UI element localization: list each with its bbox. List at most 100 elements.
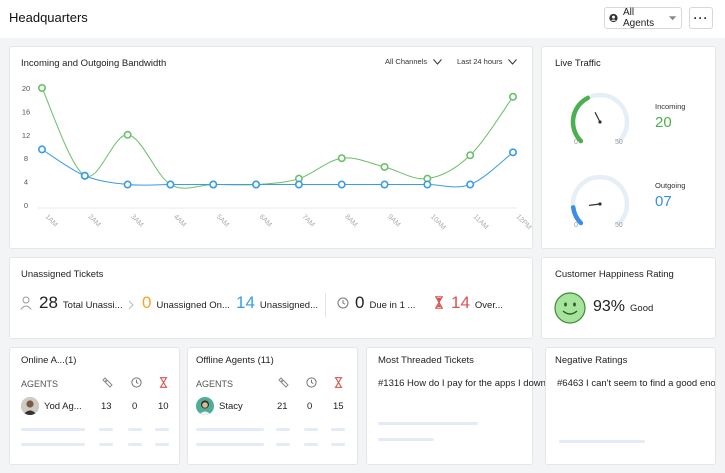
live-traffic-title: Live Traffic: [555, 58, 601, 69]
gauge-hub: [598, 120, 602, 124]
y-tick-label: 0: [24, 201, 28, 210]
channels-filter-label: All Channels: [385, 57, 428, 66]
bandwidth-chart: 0 4 8 12 16 20 1AM 2AM 3AM 4AM 5AM 6AM 7AM 8AM 9AM 10AM…: [22, 84, 532, 231]
negative-title: Negative Ratings: [555, 355, 628, 366]
data-point[interactable]: [209, 180, 218, 189]
chevron-right-icon: [128, 300, 134, 310]
agent-avatar[interactable]: [21, 397, 39, 415]
gauge-needle: [589, 203, 601, 206]
x-tick-label: 11AM: [472, 213, 490, 231]
clock-icon: [131, 377, 142, 388]
x-tick-label: 6AM: [258, 213, 273, 228]
online-agent-name[interactable]: Yod Ag...: [44, 401, 82, 412]
outgoing-value: 07: [655, 193, 672, 210]
data-point[interactable]: [466, 180, 475, 189]
outgoing-gauge: [570, 174, 630, 226]
unassigned-open-value: 0: [142, 293, 152, 312]
outgoing-gauge-max: 50: [615, 222, 623, 229]
total-unassigned-metric[interactable]: 28 Total Unassi...: [39, 293, 123, 313]
data-point[interactable]: [337, 154, 346, 163]
top-bar: Headquarters All Agents ···: [0, 0, 725, 38]
data-point[interactable]: [37, 84, 46, 93]
hourglass-icon: [334, 377, 343, 388]
offline-agent-tickets: 21: [277, 401, 288, 412]
offline-agents-card: Offline Agents (11) AGENTS Stacy 21 0 15: [187, 347, 358, 465]
range-filter-dropdown[interactable]: Last 24 hours: [457, 57, 518, 66]
avatar-photo: [21, 397, 39, 415]
gauge-needle: [594, 111, 601, 123]
chevron-down-icon: [508, 58, 518, 65]
data-point[interactable]: [466, 151, 475, 160]
agent-filter-dropdown[interactable]: All Agents: [604, 7, 682, 29]
negative-rating-item[interactable]: #6463 I can't seem to find a good enough: [557, 378, 716, 389]
data-point[interactable]: [380, 162, 389, 171]
skeleton-line: [155, 428, 169, 431]
data-point[interactable]: [123, 180, 132, 189]
x-tick-label: 12PM: [515, 213, 532, 231]
online-agents-card: Online A...(1) AGENTS Yod Ag... 13 0 10: [9, 347, 180, 465]
y-tick-label: 16: [22, 107, 30, 116]
y-tick-label: 20: [22, 84, 30, 93]
data-point[interactable]: [252, 180, 261, 189]
incoming-label: Incoming: [655, 102, 686, 111]
range-filter-label: Last 24 hours: [457, 57, 503, 66]
data-point[interactable]: [337, 180, 346, 189]
user-icon: [609, 13, 618, 23]
due-label: Due in 1 ...: [369, 300, 416, 311]
data-point[interactable]: [508, 148, 517, 157]
skeleton-line: [378, 438, 434, 441]
metric-divider: [325, 293, 326, 317]
skeleton-line: [196, 443, 264, 446]
gauge-fill: [570, 205, 584, 226]
offline-agent-name[interactable]: Stacy: [219, 401, 243, 412]
more-options-button[interactable]: ···: [689, 7, 713, 29]
data-point[interactable]: [294, 180, 303, 189]
x-tick-label: 8AM: [343, 213, 358, 228]
skeleton-line: [128, 428, 142, 431]
x-tick-label: 7AM: [300, 213, 315, 228]
ticket-icon: [278, 377, 289, 388]
bandwidth-title: Incoming and Outgoing Bandwidth: [21, 58, 167, 69]
x-tick-label: 2AM: [86, 213, 101, 228]
threaded-ticket-item[interactable]: #1316 How do I pay for the apps I downlo…: [378, 378, 627, 389]
x-tick-label: 9AM: [386, 213, 401, 228]
x-tick-label: 1AM: [44, 213, 59, 228]
happiness-label: Good: [630, 303, 654, 314]
overdue-value: 14: [451, 293, 470, 312]
skeleton-line: [21, 443, 85, 446]
x-tick-label: 4AM: [172, 213, 187, 228]
data-point[interactable]: [123, 130, 132, 139]
outgoing-gauge-min: 0: [574, 222, 578, 229]
threaded-tickets-card: Most Threaded Tickets #1316 How do I pay…: [366, 347, 627, 465]
unassigned-open-metric[interactable]: 0 Unassigned On...: [142, 293, 230, 313]
data-point[interactable]: [37, 145, 46, 154]
agent-avatar[interactable]: [196, 397, 214, 415]
outgoing-label: Outgoing: [655, 181, 686, 190]
data-point[interactable]: [166, 180, 175, 189]
skeleton-line: [21, 428, 85, 431]
happiness-percent: 93%: [593, 298, 626, 315]
skeleton-line: [99, 428, 113, 431]
x-tick-label: 10AM: [429, 213, 447, 231]
skeleton-line: [155, 443, 169, 446]
live-traffic-card: Live Traffic 0 50 Incoming 20 0 50 Outgo…: [541, 46, 716, 249]
skeleton-line: [304, 428, 318, 431]
due-metric[interactable]: 0 Due in 1 ...: [355, 293, 415, 313]
clock-icon: [337, 297, 349, 309]
unassigned-tickets-card: Unassigned Tickets 28 Total Unassi... 0 …: [9, 257, 533, 339]
channels-filter-dropdown[interactable]: All Channels: [385, 57, 442, 66]
data-point[interactable]: [380, 180, 389, 189]
data-point[interactable]: [80, 171, 89, 180]
overdue-metric[interactable]: 14 Over...: [451, 293, 503, 313]
offline-agent-due: 0: [307, 401, 313, 412]
data-point[interactable]: [423, 180, 432, 189]
agents-column-header: AGENTS: [21, 379, 59, 389]
skeleton-line: [331, 428, 345, 431]
online-agents-title: Online A...(1): [21, 355, 77, 366]
unassigned-assigned-metric[interactable]: 14 Unassigned...: [236, 293, 318, 313]
unassigned-assigned-value: 14: [236, 293, 255, 312]
happiness-metric: 93% Good: [593, 298, 653, 316]
data-point[interactable]: [508, 92, 517, 101]
incoming-value: 20: [655, 114, 672, 131]
happiness-title: Customer Happiness Rating: [555, 269, 674, 280]
